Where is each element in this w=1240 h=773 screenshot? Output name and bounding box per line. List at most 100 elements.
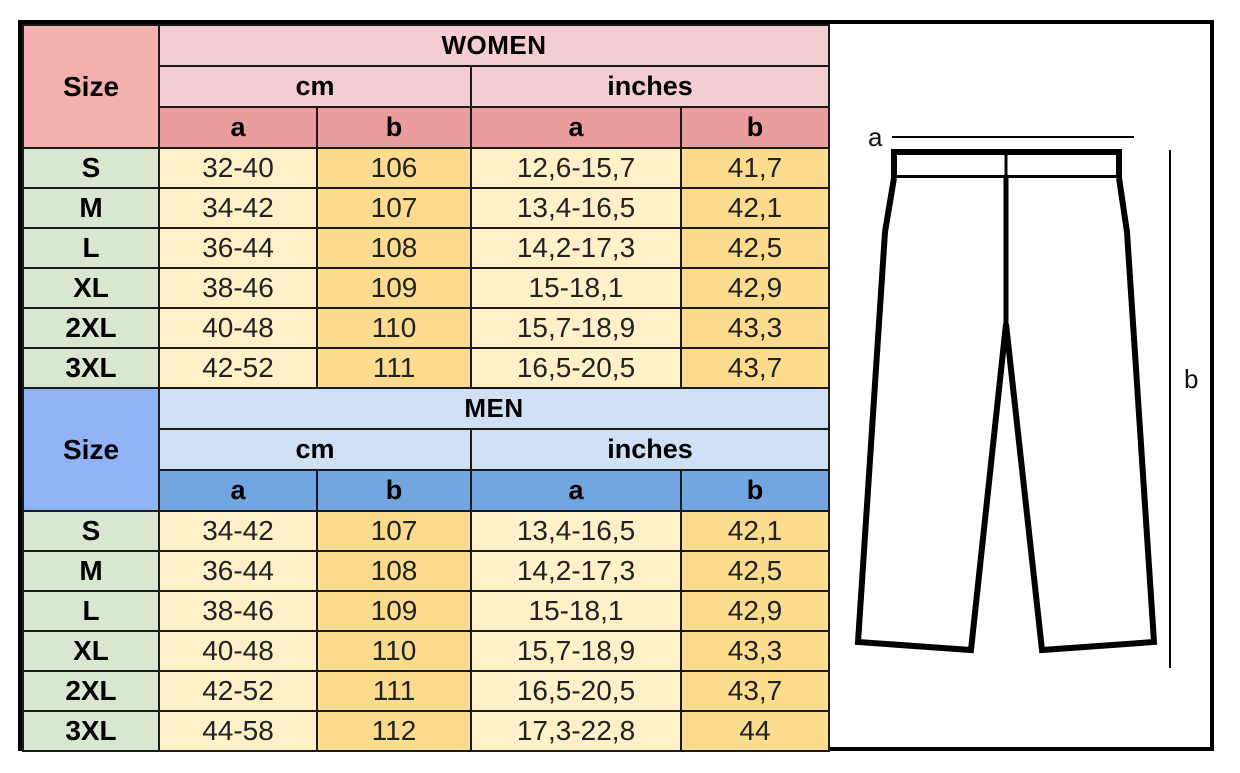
- women-column-cm-b: b: [316, 106, 472, 149]
- size-cell: S: [22, 147, 160, 189]
- inches-a-cell: 14,2-17,3: [470, 550, 682, 592]
- men-column-in-b: b: [680, 469, 830, 512]
- men-section-title: MEN: [158, 387, 830, 430]
- cm-a-cell: 44-58: [158, 710, 318, 752]
- size-cell: 2XL: [22, 670, 160, 712]
- size-chart-table: Size WOMEN cm inches a b a b S 32-40 106 12,6-15,7 4…: [22, 24, 830, 752]
- inches-a-cell: 16,5-20,5: [470, 347, 682, 389]
- cm-b-cell: 106: [316, 147, 472, 189]
- cm-b-cell: 107: [316, 187, 472, 229]
- table-row: L 36-44 108 14,2-17,3 42,5: [22, 227, 830, 269]
- size-cell: M: [22, 187, 160, 229]
- trousers-diagram: a b: [832, 24, 1214, 747]
- inches-b-cell: 42,1: [680, 510, 830, 552]
- inches-b-cell: 43,7: [680, 347, 830, 389]
- size-cell: XL: [22, 630, 160, 672]
- cm-a-cell: 34-42: [158, 187, 318, 229]
- table-row: XL 40-48 110 15,7-18,9 43,3: [22, 630, 830, 672]
- women-section-title: WOMEN: [158, 24, 830, 67]
- inches-b-cell: 42,1: [680, 187, 830, 229]
- size-cell: L: [22, 590, 160, 632]
- size-cell: 3XL: [22, 710, 160, 752]
- inches-a-cell: 16,5-20,5: [470, 670, 682, 712]
- women-unit-cm: cm: [158, 65, 472, 108]
- inches-a-cell: 14,2-17,3: [470, 227, 682, 269]
- inches-b-cell: 42,5: [680, 550, 830, 592]
- inches-a-cell: 15-18,1: [470, 267, 682, 309]
- women-column-cm-a: a: [158, 106, 318, 149]
- women-unit-inches: inches: [470, 65, 830, 108]
- inches-b-cell: 43,3: [680, 630, 830, 672]
- cm-b-cell: 108: [316, 550, 472, 592]
- table-row: L 38-46 109 15-18,1 42,9: [22, 590, 830, 632]
- inches-b-cell: 42,9: [680, 267, 830, 309]
- men-title-row: Size MEN: [22, 387, 830, 512]
- table-row: S 32-40 106 12,6-15,7 41,7: [22, 147, 830, 189]
- table-row: M 36-44 108 14,2-17,3 42,5: [22, 550, 830, 592]
- trousers-icon: [854, 136, 1171, 668]
- inches-a-cell: 13,4-16,5: [470, 187, 682, 229]
- size-cell: 3XL: [22, 347, 160, 389]
- cm-b-cell: 108: [316, 227, 472, 269]
- cm-a-cell: 36-44: [158, 550, 318, 592]
- table-row: 3XL 44-58 112 17,3-22,8 44: [22, 710, 830, 752]
- cm-b-cell: 111: [316, 670, 472, 712]
- cm-a-cell: 40-48: [158, 307, 318, 349]
- women-size-header: Size: [22, 24, 160, 149]
- women-column-in-a: a: [470, 106, 682, 149]
- cm-b-cell: 107: [316, 510, 472, 552]
- inches-b-cell: 42,9: [680, 590, 830, 632]
- size-cell: L: [22, 227, 160, 269]
- cm-b-cell: 109: [316, 590, 472, 632]
- men-size-header: Size: [22, 387, 160, 512]
- table-row: XL 38-46 109 15-18,1 42,9: [22, 267, 830, 309]
- size-cell: XL: [22, 267, 160, 309]
- cm-a-cell: 32-40: [158, 147, 318, 189]
- size-cell: 2XL: [22, 307, 160, 349]
- inches-a-cell: 15-18,1: [470, 590, 682, 632]
- men-column-in-a: a: [470, 469, 682, 512]
- inches-a-cell: 13,4-16,5: [470, 510, 682, 552]
- table-row: 2XL 42-52 111 16,5-20,5 43,7: [22, 670, 830, 712]
- cm-a-cell: 34-42: [158, 510, 318, 552]
- size-chart-frame: Size WOMEN cm inches a b a b S 32-40 106 12,6-15,7 4…: [18, 20, 1214, 752]
- cm-b-cell: 111: [316, 347, 472, 389]
- cm-a-cell: 40-48: [158, 630, 318, 672]
- inches-a-cell: 17,3-22,8: [470, 710, 682, 752]
- table-row: 3XL 42-52 111 16,5-20,5 43,7: [22, 347, 830, 389]
- men-column-cm-b: b: [316, 469, 472, 512]
- women-column-in-b: b: [680, 106, 830, 149]
- men-unit-row: cm inches: [23, 428, 830, 471]
- cm-a-cell: 42-52: [158, 670, 318, 712]
- cm-a-cell: 38-46: [158, 590, 318, 632]
- cm-b-cell: 109: [316, 267, 472, 309]
- table-row: S 34-42 107 13,4-16,5 42,1: [22, 510, 830, 552]
- dimension-label-a: a: [868, 122, 883, 152]
- table-row: 2XL 40-48 110 15,7-18,9 43,3: [22, 307, 830, 349]
- inches-b-cell: 44: [680, 710, 830, 752]
- men-unit-inches: inches: [470, 428, 830, 471]
- dimension-label-b: b: [1184, 364, 1199, 394]
- inches-b-cell: 43,3: [680, 307, 830, 349]
- cm-a-cell: 36-44: [158, 227, 318, 269]
- men-column-cm-a: a: [158, 469, 318, 512]
- inches-a-cell: 12,6-15,7: [470, 147, 682, 189]
- women-title-row: Size WOMEN: [22, 24, 830, 149]
- inches-b-cell: 41,7: [680, 147, 830, 189]
- size-cell: M: [22, 550, 160, 592]
- men-unit-cm: cm: [158, 428, 472, 471]
- inches-a-cell: 15,7-18,9: [470, 307, 682, 349]
- cm-b-cell: 112: [316, 710, 472, 752]
- inches-a-cell: 15,7-18,9: [470, 630, 682, 672]
- cm-a-cell: 38-46: [158, 267, 318, 309]
- inches-b-cell: 43,7: [680, 670, 830, 712]
- table-row: M 34-42 107 13,4-16,5 42,1: [22, 187, 830, 229]
- inches-b-cell: 42,5: [680, 227, 830, 269]
- size-cell: S: [22, 510, 160, 552]
- women-unit-row: cm inches: [23, 65, 830, 108]
- cm-b-cell: 110: [316, 307, 472, 349]
- cm-a-cell: 42-52: [158, 347, 318, 389]
- cm-b-cell: 110: [316, 630, 472, 672]
